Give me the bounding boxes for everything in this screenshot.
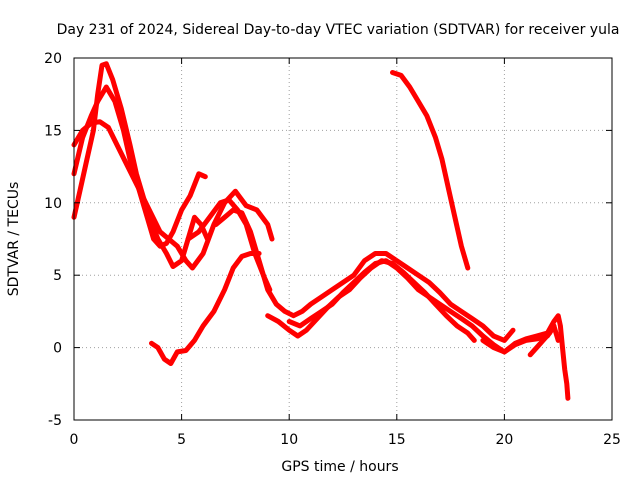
plot-frame <box>73 57 613 421</box>
y-tick-label: -5 <box>48 413 62 429</box>
series-trace-5 <box>213 207 516 343</box>
x-tick-label: 20 <box>495 432 513 448</box>
series-trace-7 <box>265 258 477 343</box>
series-trace-6 <box>149 251 262 366</box>
x-tick-label: 25 <box>603 432 621 448</box>
series-trace-3 <box>71 119 275 271</box>
series-trace-9 <box>390 70 471 271</box>
x-tick-label: 0 <box>70 432 79 448</box>
x-tick-label: 10 <box>280 432 298 448</box>
x-tick-label: 15 <box>388 432 406 448</box>
x-axis-label: GPS time / hours <box>281 459 398 475</box>
series-trace-1 <box>71 61 210 269</box>
y-axis-label: SDTVAR / TECUs <box>6 182 22 297</box>
series-trace-11 <box>527 323 561 358</box>
axes: 0 5 10 15 20 25 -5 0 5 10 15 20 <box>44 51 621 448</box>
y-tick-label: 5 <box>53 268 62 284</box>
y-tick-label: 20 <box>44 51 62 67</box>
chart-grid <box>74 58 612 420</box>
y-tick-label: 15 <box>44 123 62 139</box>
chart-title: Day 231 of 2024, Sidereal Day-to-day VTE… <box>57 22 620 38</box>
y-tick-label: 10 <box>44 196 62 212</box>
x-tick-label: 5 <box>177 432 186 448</box>
series-trace-2 <box>71 84 208 249</box>
y-tick-label: 0 <box>53 341 62 357</box>
series-layer <box>71 61 571 401</box>
